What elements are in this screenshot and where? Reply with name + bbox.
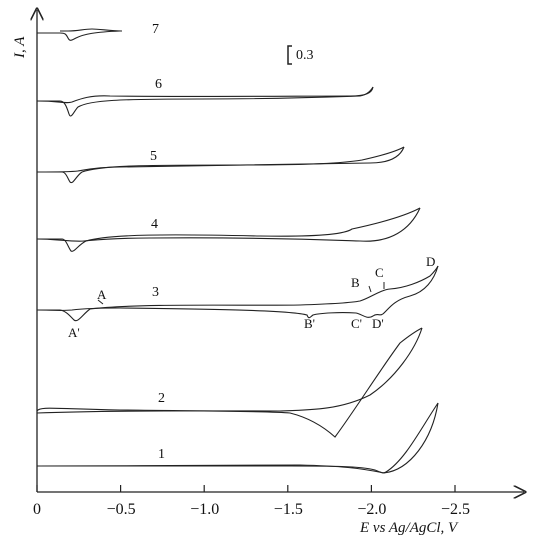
curve-label-4: 4 — [151, 217, 158, 232]
curve-3-return — [36, 265, 439, 319]
x-axis-title: E vs Ag/AgCl, V — [359, 520, 459, 536]
curve-6 — [36, 86, 374, 117]
curve-6-return — [36, 86, 374, 104]
curve-3 — [36, 265, 439, 322]
curve-4 — [36, 207, 421, 252]
point-label-Cprime: C' — [351, 316, 362, 331]
scale-bar — [287, 45, 292, 65]
x-tick-label: 0 — [33, 501, 41, 518]
point-label-B: B — [351, 275, 360, 290]
curve-6-trace — [37, 86, 374, 117]
curve-2 — [36, 327, 423, 438]
curve-label-3: 3 — [152, 285, 159, 300]
point-labels: A A' B B' C C' D D' — [68, 254, 435, 340]
curve-7 — [37, 28, 123, 41]
curve-1-return — [36, 402, 439, 474]
x-tick-label: −1.0 — [190, 501, 219, 518]
point-label-D: D — [426, 254, 435, 269]
y-axis-title: I, A — [12, 36, 28, 59]
curve-5-return — [36, 146, 405, 173]
point-label-A: A — [97, 287, 107, 302]
curve-label-2: 2 — [158, 391, 165, 406]
x-tick-label: −1.5 — [274, 501, 303, 518]
curve-5 — [36, 146, 405, 184]
curve-labels: 1 2 3 4 5 6 7 — [150, 22, 165, 462]
curve-7-trace — [37, 30, 122, 41]
point-label-Bprime: B' — [304, 316, 315, 331]
curve-1-trace — [37, 402, 439, 474]
curve-2-return — [36, 327, 423, 414]
curve-7-return — [60, 28, 123, 32]
marker-A — [97, 299, 104, 305]
curve-label-6: 6 — [155, 77, 162, 92]
curve-4-trace — [37, 207, 421, 252]
curve-3-trace — [37, 265, 439, 322]
marker-B — [368, 285, 372, 293]
curve-label-7: 7 — [152, 22, 159, 37]
point-label-C: C — [375, 265, 384, 280]
x-tick-label: −0.5 — [107, 501, 136, 518]
curve-5-trace — [37, 146, 405, 184]
point-label-Dprime: D' — [372, 316, 384, 331]
scale-bar-label: 0.3 — [296, 48, 314, 63]
curve-label-1: 1 — [158, 447, 165, 462]
curve-label-5: 5 — [150, 149, 157, 164]
curve-1 — [36, 402, 439, 474]
x-tick-label: −2.5 — [441, 501, 470, 518]
x-tick-label: −2.0 — [357, 501, 386, 518]
point-label-Aprime: A' — [68, 325, 80, 340]
x-ticks: 0 −0.5 −1.0 −1.5 −2.0 −2.5 — [33, 485, 470, 518]
curve-2-trace — [36, 327, 423, 438]
curve-4-return — [36, 207, 421, 242]
